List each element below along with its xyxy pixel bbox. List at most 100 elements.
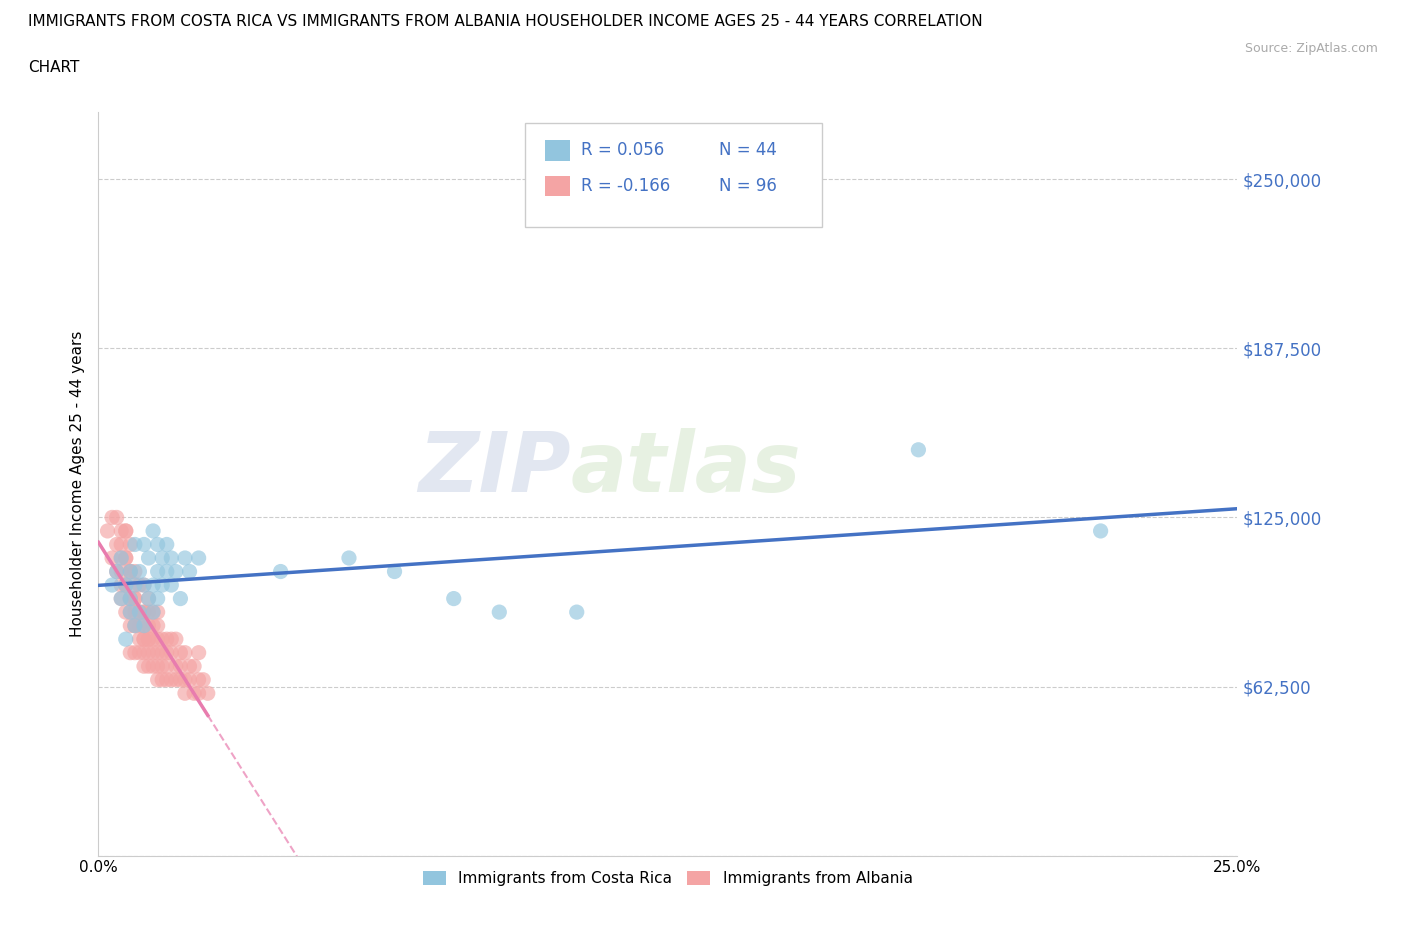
Point [193, 672, 215, 687]
Point [120, 618, 142, 633]
Point [160, 631, 183, 646]
Point [488, 604, 510, 619]
Point [160, 645, 183, 660]
Point [165, 565, 187, 579]
Point [96, 524, 118, 538]
Point [105, 537, 128, 551]
Point [120, 565, 142, 579]
Point [138, 658, 160, 673]
Point [169, 591, 191, 606]
Point [114, 551, 136, 565]
Point [150, 645, 173, 660]
Point [120, 604, 142, 619]
Point [146, 537, 169, 551]
Point [160, 672, 183, 687]
Point [138, 591, 160, 606]
Point [142, 604, 165, 619]
Point [187, 645, 209, 660]
Point [114, 524, 136, 538]
Point [132, 578, 155, 592]
Point [150, 551, 173, 565]
Point [110, 551, 132, 565]
Text: N = 96: N = 96 [718, 177, 778, 195]
Point [114, 551, 136, 565]
Point [138, 631, 160, 646]
Point [150, 658, 173, 673]
Point [132, 618, 155, 633]
Point [114, 578, 136, 592]
Point [142, 645, 165, 660]
Point [138, 604, 160, 619]
Point [120, 591, 142, 606]
Point [132, 604, 155, 619]
Text: CHART: CHART [28, 60, 80, 75]
Point [110, 551, 132, 565]
Point [169, 672, 191, 687]
Point [165, 631, 187, 646]
Point [132, 578, 155, 592]
Point [124, 604, 146, 619]
Point [124, 645, 146, 660]
Point [110, 537, 132, 551]
Point [156, 565, 179, 579]
Point [101, 551, 124, 565]
Point [174, 685, 197, 700]
Point [124, 578, 146, 592]
Point [105, 565, 128, 579]
Text: N = 44: N = 44 [718, 141, 778, 159]
Point [110, 578, 132, 592]
Point [124, 591, 146, 606]
Point [132, 537, 155, 551]
Text: R = 0.056: R = 0.056 [581, 141, 665, 159]
Point [443, 591, 465, 606]
Point [120, 565, 142, 579]
Point [124, 565, 146, 579]
Point [187, 551, 209, 565]
Point [187, 672, 209, 687]
Point [128, 631, 150, 646]
Point [156, 537, 179, 551]
Point [169, 658, 191, 673]
Point [128, 645, 150, 660]
Point [138, 631, 160, 646]
Point [384, 565, 406, 579]
Point [138, 591, 160, 606]
Point [146, 604, 169, 619]
Point [114, 631, 136, 646]
Text: Source: ZipAtlas.com: Source: ZipAtlas.com [1244, 42, 1378, 55]
Text: R = -0.166: R = -0.166 [581, 177, 671, 195]
Point [1090, 524, 1112, 538]
Point [907, 443, 929, 458]
Point [101, 510, 124, 525]
Point [132, 631, 155, 646]
Point [179, 672, 201, 687]
Point [124, 618, 146, 633]
Point [110, 591, 132, 606]
Point [132, 631, 155, 646]
Point [565, 604, 588, 619]
Point [146, 591, 169, 606]
Point [114, 604, 136, 619]
Point [165, 658, 187, 673]
Point [128, 618, 150, 633]
Point [156, 658, 179, 673]
Point [142, 604, 165, 619]
Point [146, 672, 169, 687]
Point [124, 537, 146, 551]
Point [142, 578, 165, 592]
Point [179, 658, 201, 673]
Point [110, 591, 132, 606]
FancyBboxPatch shape [546, 176, 569, 196]
Point [120, 591, 142, 606]
Text: atlas: atlas [571, 428, 801, 510]
Point [337, 551, 360, 565]
Point [160, 551, 183, 565]
Point [174, 551, 197, 565]
Point [114, 578, 136, 592]
Legend: Immigrants from Costa Rica, Immigrants from Albania: Immigrants from Costa Rica, Immigrants f… [418, 865, 918, 893]
Point [142, 524, 165, 538]
Point [128, 604, 150, 619]
Point [146, 565, 169, 579]
Point [270, 565, 292, 579]
Point [146, 631, 169, 646]
